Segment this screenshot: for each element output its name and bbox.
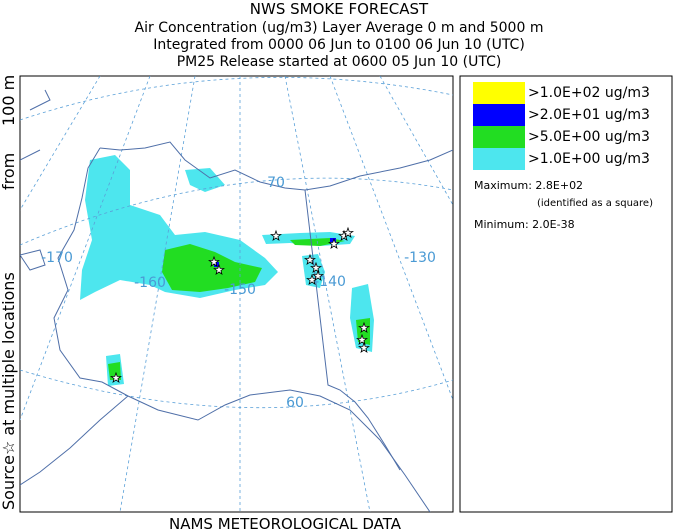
graticule-label: -130 xyxy=(404,250,436,266)
side-label: Source☆ at multiple locations xyxy=(0,272,18,510)
parallel xyxy=(20,77,453,121)
maximum-note: (identified as a square) xyxy=(537,198,653,209)
side-label: from xyxy=(0,153,18,190)
coastline xyxy=(20,149,46,271)
map-frame xyxy=(19,75,454,513)
subtitle: Integrated from 0000 06 Jun to 0100 06 J… xyxy=(153,37,525,53)
legend-label: >2.0E+01 ug/m3 xyxy=(528,107,650,123)
subtitle: PM25 Release started at 0600 05 Jun 10 (… xyxy=(177,54,502,70)
meridian xyxy=(329,76,453,401)
meridian xyxy=(284,76,371,512)
legend-label: >1.0E+02 ug/m3 xyxy=(528,85,650,101)
legend-label: >1.0E+00 ug/m3 xyxy=(528,151,650,167)
minimum: Minimum: 2.0E-38 xyxy=(474,218,575,231)
graticule-label: -140 xyxy=(314,274,346,290)
legend-swatch xyxy=(473,82,525,104)
footer: NAMS METEOROLOGICAL DATA xyxy=(169,515,402,532)
graticule-label: 60 xyxy=(286,395,304,411)
map xyxy=(20,76,453,512)
graticule-label: -160 xyxy=(134,275,166,291)
legend-swatch xyxy=(473,148,525,170)
graticule-label: 70 xyxy=(267,175,285,191)
parallel xyxy=(20,177,453,246)
legend-swatch xyxy=(473,126,525,148)
coastline xyxy=(20,395,129,486)
border xyxy=(304,189,401,471)
legend-frame xyxy=(459,75,673,513)
smoke-area xyxy=(185,168,225,192)
meridian xyxy=(20,76,101,211)
meridian xyxy=(119,76,196,512)
title: NWS SMOKE FORECAST xyxy=(250,0,429,18)
subtitle: Air Concentration (ug/m3) Layer Average … xyxy=(135,20,544,36)
maximum: Maximum: 2.8E+02 xyxy=(474,179,583,192)
legend: >1.0E+02 ug/m3 >2.0E+01 ug/m3 >5.0E+00 ug/… xyxy=(473,82,650,170)
graticule-label: -170 xyxy=(41,250,73,266)
smoke-area xyxy=(108,362,121,380)
legend-swatch xyxy=(473,104,525,126)
coastline xyxy=(29,89,453,191)
meridian xyxy=(20,76,151,421)
meridian xyxy=(379,76,453,206)
graticule-label: -150 xyxy=(224,282,256,298)
smoke-area xyxy=(162,244,262,292)
legend-label: >5.0E+00 ug/m3 xyxy=(528,129,650,145)
side-label: 100 m xyxy=(0,75,18,126)
